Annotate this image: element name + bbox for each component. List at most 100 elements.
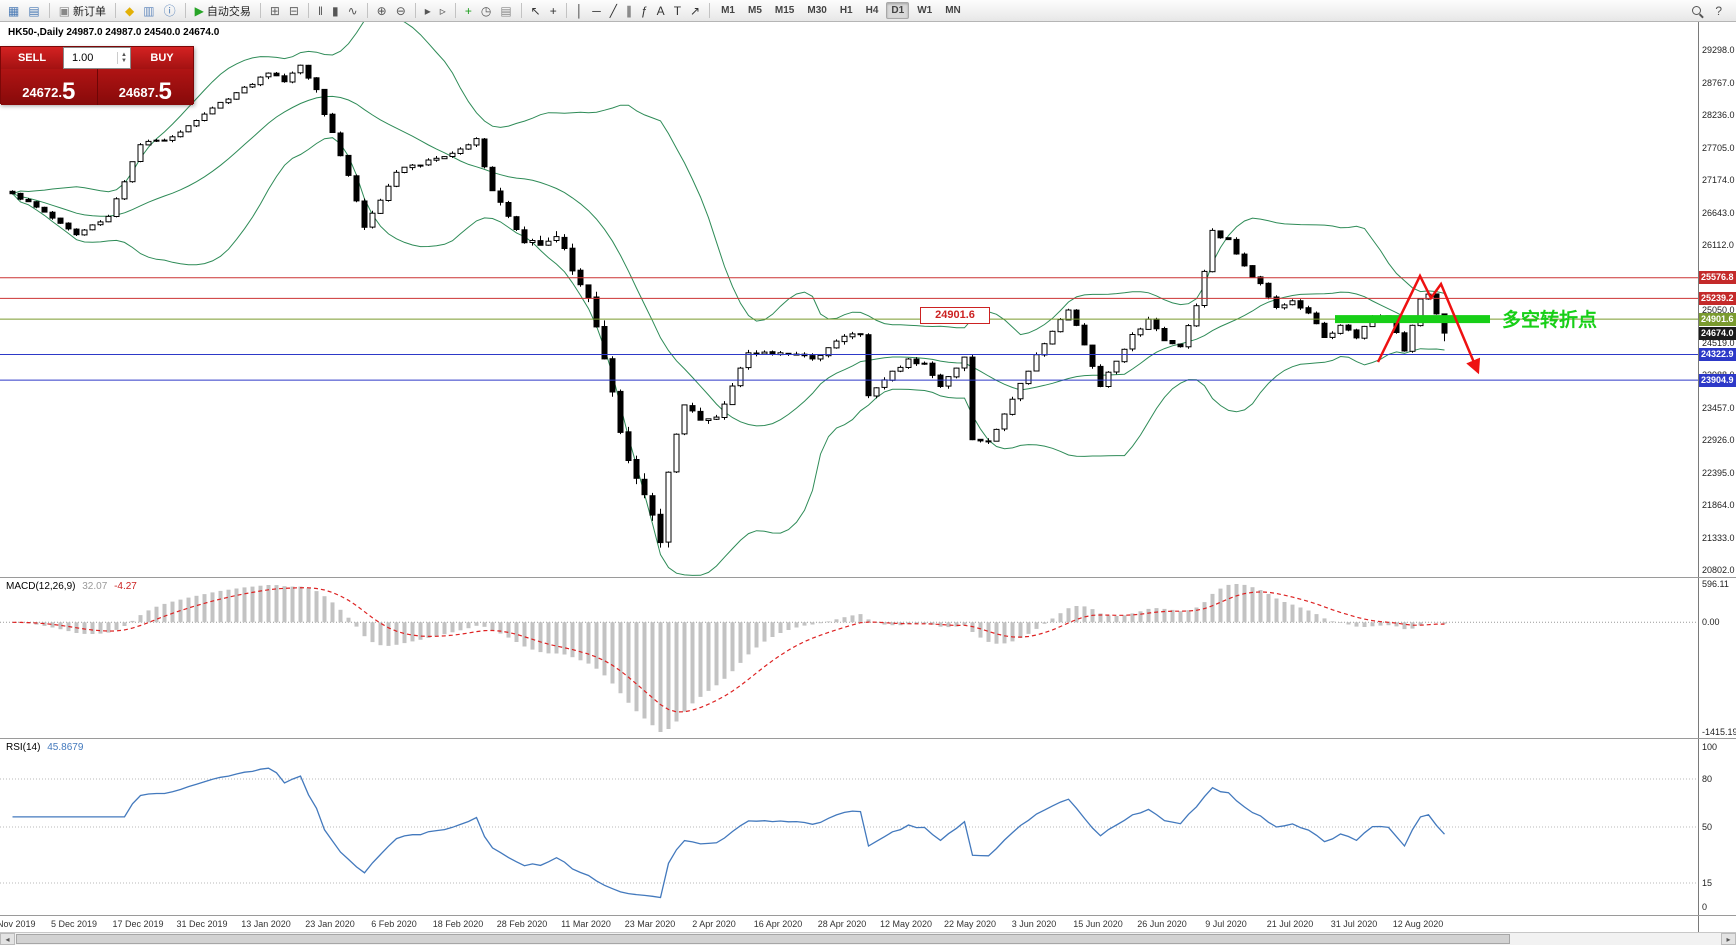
candle-body [985,440,992,443]
vertical-line-icon[interactable]: │ [572,2,588,20]
time-axis[interactable]: 25 Nov 2019 5 Dec 2019 17 Dec 2019 31 Dec 2… [0,916,1736,932]
turning-point-bar[interactable] [1335,315,1490,324]
scroll-thumb[interactable] [16,934,1510,944]
data-window-icon[interactable]: ⓘ [160,2,180,20]
rsi-axis-label: 0 [1702,902,1708,912]
sell-button[interactable]: SELL [1,47,63,69]
candle-body [601,326,608,360]
horizontal-line-icon[interactable]: ─ [588,2,605,20]
shapes-icon[interactable]: ↗ [686,2,704,20]
candle-body [745,352,752,369]
macd-signal-line [12,587,1445,713]
bollinger-lower-band[interactable] [12,137,1445,576]
scroll-right-arrow-icon[interactable]: ▸ [1721,933,1736,945]
templates-icon[interactable]: ▤ [496,2,515,20]
candle-body [1297,300,1304,309]
fibonacci-icon[interactable]: ƒ [637,2,652,20]
candle-body [177,131,184,138]
candlestick-mode-icon[interactable]: ▮ [328,2,343,20]
periods-icon[interactable]: ◷ [477,2,495,20]
candle-body [393,171,400,187]
crosshair-icon: + [549,3,557,18]
bar-chart-mode-icon[interactable]: ‖ [314,2,327,20]
candle-body [1177,343,1184,348]
volume-value[interactable]: 1.00 [72,52,94,64]
time-axis-label: 6 Feb 2020 [371,919,417,929]
price-axis-label: 26112.0 [1702,240,1734,250]
autotrade-button[interactable]: ▶ 自动交易 [191,2,255,20]
scroll-left-arrow-icon[interactable]: ◂ [0,933,15,945]
timeframe-d1-button[interactable]: D1 [886,2,910,19]
timeframe-h4-button[interactable]: H4 [865,5,879,16]
volume-spinner[interactable]: ▲ ▼ [117,52,130,64]
timeframe-m30-button[interactable]: M30 [807,5,827,16]
candle-body [321,88,328,116]
time-axis-label: 11 Mar 2020 [561,919,611,929]
buy-button[interactable]: BUY [131,47,193,69]
sell-price[interactable]: 24672. 5 [1,69,98,105]
chart-shift-icon[interactable]: ▹ [436,2,450,20]
indicators-add-icon[interactable]: + [461,2,476,20]
zoom-in-icon[interactable]: ⊕ [373,2,391,20]
line-chart-mode-icon[interactable]: ∿ [344,2,362,20]
candle-body [385,185,392,201]
timeframe-w1-button[interactable]: W1 [917,5,933,16]
candle-body [681,404,688,435]
candle-body [889,370,896,381]
horizontal-scrollbar[interactable]: ◂ ▸ [0,932,1736,945]
tile-windows-icon[interactable]: ⊞ [266,2,284,20]
price-chart-canvas[interactable]: 多空转折点 [0,22,1698,577]
trade-price-row: 24672. 5 24687. 5 [1,69,193,105]
candle-body [57,217,64,224]
candle-body [241,86,248,94]
time-axis-label: 12 May 2020 [879,919,933,929]
trendline-icon[interactable]: ╱ [606,2,621,20]
timeframe-m1-button[interactable]: M1 [721,5,735,16]
crosshair-icon[interactable]: + [546,2,561,20]
volume-up-arrow-icon[interactable]: ▲ [121,52,127,58]
channel-icon[interactable]: ∥ [622,2,636,20]
cursor-icon[interactable]: ↖ [527,2,545,20]
zigzag-arrow[interactable] [1376,273,1481,375]
search-icon[interactable] [1688,2,1705,20]
auto-scroll-icon[interactable]: ▸ [421,2,435,20]
help-icon[interactable]: ? [1711,2,1726,20]
volume-input[interactable]: 1.00 ▲ ▼ [63,47,131,69]
macd-panel-separator[interactable] [0,577,1736,578]
price-axis[interactable]: 29298.0 28767.0 28236.0 27705.0 27174.0 26643… [1698,22,1736,932]
volume-down-arrow-icon[interactable]: ▼ [121,58,127,64]
candle-body [361,200,368,228]
rsi-panel-separator[interactable] [0,738,1736,739]
metaeditor-icon[interactable]: ◆ [121,2,138,20]
rsi-panel-canvas[interactable] [0,739,1698,915]
bollinger-middle-band[interactable] [12,95,1445,427]
bollinger-upper-band[interactable] [12,22,1445,336]
candle-body [1209,229,1216,273]
profiles-icon[interactable]: ▤ [24,2,43,20]
macd-panel-canvas[interactable] [0,578,1698,738]
timeframe-m15-button[interactable]: M15 [774,5,795,16]
candle-body [137,144,144,162]
annotation-text[interactable]: 多空转折点 [1502,308,1597,331]
timeframe-mn-button[interactable]: MN [945,5,961,16]
cascade-windows-icon[interactable]: ⊟ [285,2,303,20]
candle-body [721,403,728,419]
buy-price[interactable]: 24687. 5 [97,69,193,105]
text-icon[interactable]: A [653,2,669,20]
candle-body [1241,253,1248,267]
candle-body [89,224,96,231]
zoom-out-icon[interactable]: ⊖ [392,2,410,20]
candle-body [737,367,744,387]
label-icon[interactable]: T [670,2,685,20]
level-price-callout[interactable]: 24901.6 [920,307,990,324]
candle-body [1145,318,1152,330]
timeframe-m5-button[interactable]: M5 [748,5,762,16]
macd-title: MACD(12,26,9) [6,581,76,592]
new-order-button[interactable]: ▣ 新订单 [55,2,110,20]
candle-body [161,139,168,142]
market-watch-icon[interactable]: ▥ [139,2,158,20]
candle-body [753,352,760,355]
new-chart-icon[interactable]: ▦ [4,2,23,20]
timeframe-h1-button[interactable]: H1 [839,5,853,16]
candle-body [1313,312,1320,325]
